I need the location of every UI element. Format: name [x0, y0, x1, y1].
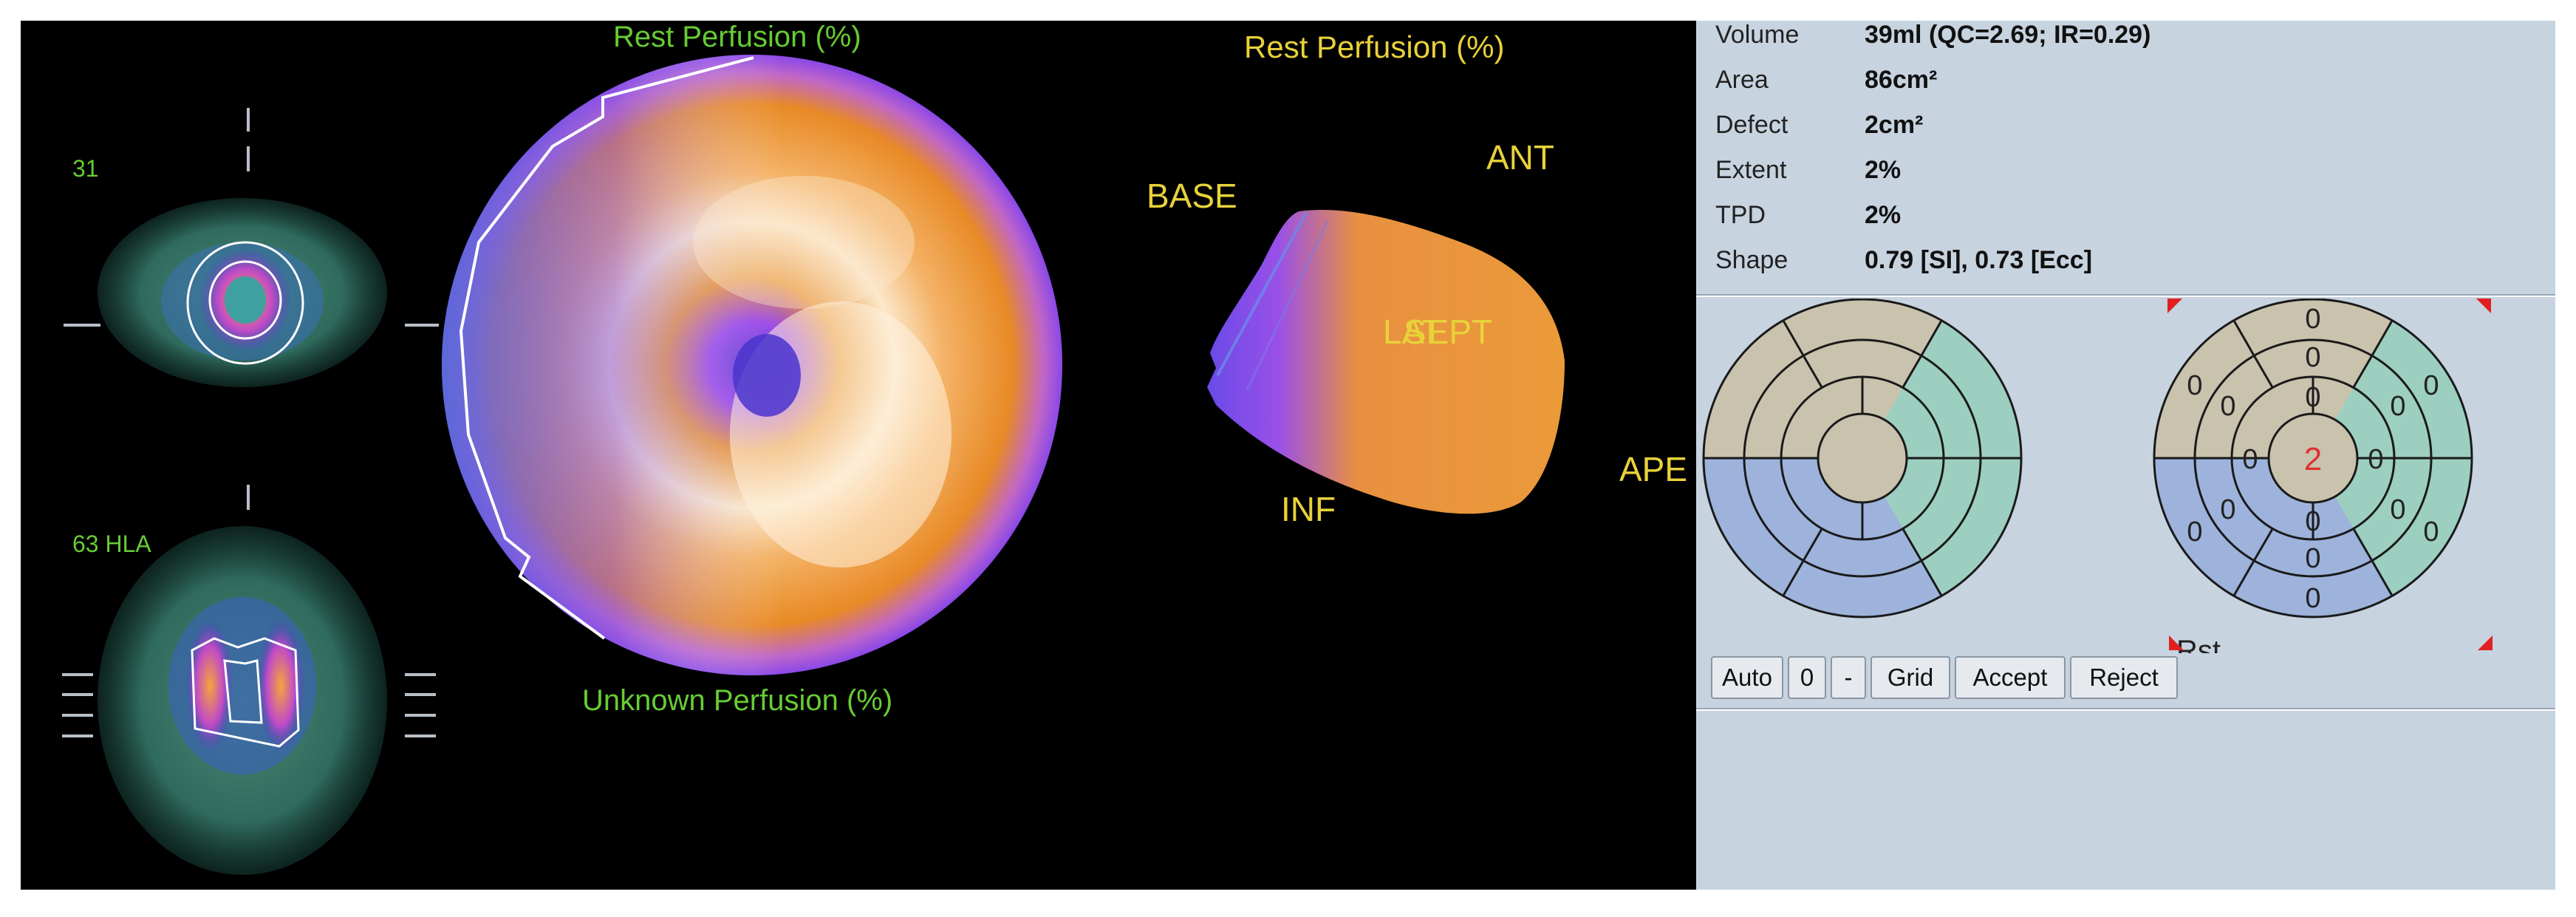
orient-ant-label: ANT	[1486, 138, 1554, 177]
stat-value: 86cm²	[1865, 66, 1938, 94]
view3d-title: Rest Perfusion (%)	[1244, 30, 1505, 64]
score-mid-anterolateral: 0	[2390, 391, 2405, 422]
polar-bottom-title: Unknown Perfusion (%)	[582, 684, 893, 717]
score-apex: 2	[2304, 441, 2322, 477]
sa-slice-label: 31	[72, 155, 99, 182]
polar-top-title: Rest Perfusion (%)	[613, 21, 861, 53]
stat-name: Shape	[1715, 246, 1788, 274]
zero-button[interactable]: 0	[1788, 656, 1826, 699]
stat-name: TPD	[1715, 201, 1766, 229]
view3d-image[interactable]	[1207, 209, 1565, 514]
score-apical-septal: 0	[2242, 444, 2258, 475]
orient-base-label: BASE	[1147, 177, 1237, 215]
stat-value: 2%	[1865, 156, 1902, 184]
image-viewer[interactable]: 31 63 HLA Rest Perfusion (%) Unknown Per…	[21, 21, 1696, 890]
score-basal-anterior: 0	[2305, 304, 2320, 335]
score-basal-inferoseptal: 0	[2187, 517, 2202, 548]
stat-name: Area	[1715, 66, 1769, 94]
stat-value: 2cm²	[1865, 111, 1924, 139]
sa-slice-image[interactable]	[98, 198, 387, 387]
stat-name: Extent	[1715, 156, 1787, 184]
score-mid-anteroseptal: 0	[2220, 391, 2235, 422]
score-basal-anterolateral: 0	[2423, 370, 2439, 401]
orient-sept-label: SEPT	[1404, 313, 1493, 351]
minus-button[interactable]: -	[1831, 656, 1866, 699]
viewer-canvas	[62, 53, 1565, 875]
divider	[1696, 294, 2555, 296]
score-mid-anterior: 0	[2305, 342, 2320, 373]
auto-button[interactable]: Auto	[1711, 656, 1783, 699]
divider	[1696, 296, 2555, 297]
score-mid-inferolateral: 0	[2390, 494, 2405, 525]
orient-lat-label: LAT	[1383, 313, 1443, 351]
hla-slice-image[interactable]	[98, 526, 387, 875]
score-map-label: Rst	[2176, 635, 2221, 653]
score-mid-inferoseptal: 0	[2220, 494, 2235, 525]
stat-name: Defect	[1715, 111, 1788, 139]
score-apical-inferior: 0	[2305, 506, 2320, 537]
bullseye-area: 0 0 0 0 0 0 0 0 0 0 0 0 0 0 0 0 2	[1702, 299, 2493, 653]
score-mid-inferior: 0	[2305, 543, 2320, 574]
stat-name: Volume	[1715, 21, 1800, 49]
grid-button[interactable]: Grid	[1870, 656, 1950, 699]
score-apical-lateral: 0	[2368, 444, 2383, 475]
score-apical-anterior: 0	[2305, 382, 2320, 413]
orient-inf-label: INF	[1281, 490, 1336, 528]
hla-crosshair	[62, 485, 436, 737]
results-panel: Volume 39ml (QC=2.69; IR=0.29) Area 86cm…	[1696, 21, 2555, 890]
sa-crosshair	[64, 108, 439, 327]
orient-apex-label: APE	[1619, 450, 1688, 488]
divider	[1696, 709, 2555, 711]
polar-map[interactable]	[415, 53, 1062, 675]
score-bullseye[interactable]: 0 0 0 0 0 0 0 0 0 0 0 0 0 0 0 0 2	[2153, 299, 2473, 653]
score-basal-inferior: 0	[2305, 583, 2320, 614]
stat-value: 2%	[1865, 201, 1902, 229]
territory-bullseye[interactable]	[1702, 299, 2023, 618]
score-basal-inferolateral: 0	[2423, 517, 2439, 548]
stat-value: 39ml (QC=2.69; IR=0.29)	[1865, 21, 2151, 49]
accept-button[interactable]: Accept	[1955, 656, 2066, 699]
stat-value: 0.79 [SI], 0.73 [Ecc]	[1865, 246, 2093, 274]
corner-markers	[2167, 299, 2493, 650]
score-basal-anteroseptal: 0	[2187, 370, 2202, 401]
hla-slice-label: 63 HLA	[72, 531, 151, 557]
divider	[1696, 708, 2555, 709]
reject-button[interactable]: Reject	[2070, 656, 2178, 699]
